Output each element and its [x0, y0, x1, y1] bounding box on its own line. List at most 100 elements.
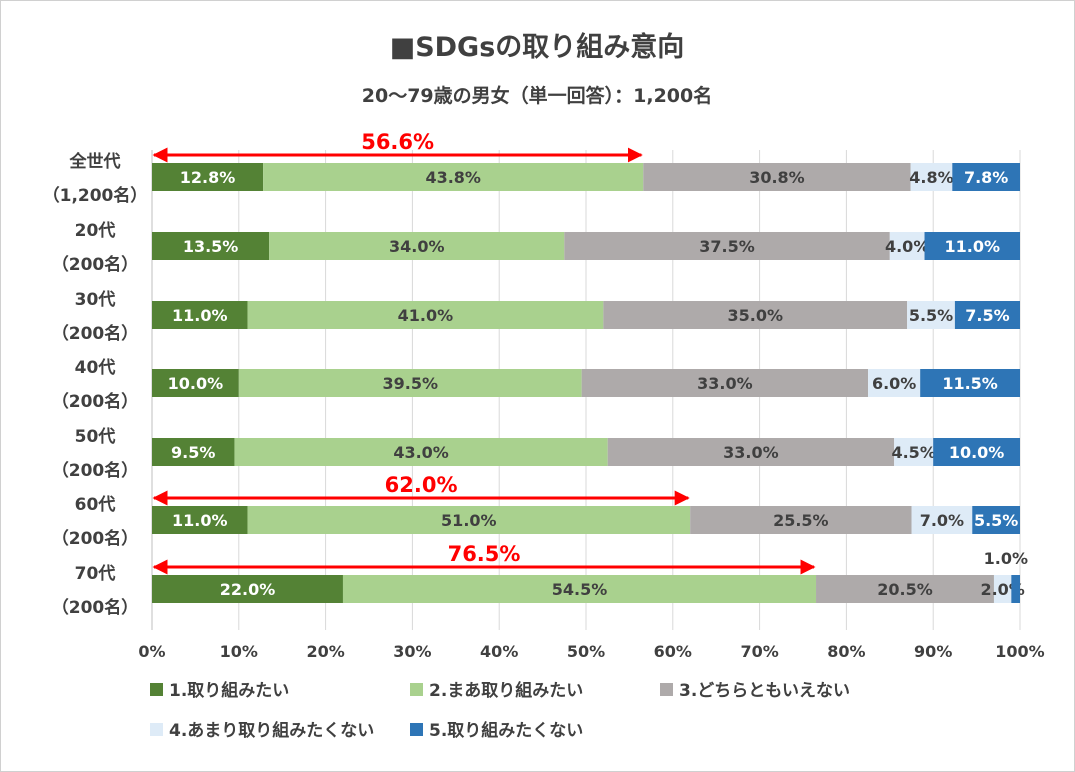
category-label: 30代: [75, 289, 116, 310]
bar-segment: [868, 369, 921, 397]
category-label-count: （200名）: [52, 391, 139, 412]
category-label-count: （200名）: [52, 597, 139, 618]
bar-segment: [152, 301, 248, 329]
category-label: 40代: [75, 357, 116, 378]
bar-segment: [993, 575, 1012, 603]
legend-swatch: [150, 683, 163, 696]
bar-segment: [152, 575, 343, 603]
data-label: 34.0%: [389, 237, 445, 256]
category-label: 60代: [75, 494, 116, 515]
bar-segment: [952, 163, 1020, 191]
data-label: 10.0%: [949, 443, 1005, 462]
bar-segment: [564, 232, 890, 260]
bar-segment: [911, 506, 973, 534]
data-label: 5.5%: [974, 511, 1018, 530]
bar-segment: [894, 438, 934, 466]
bar-segment: [907, 301, 955, 329]
bar-segment: [152, 506, 248, 534]
annotation-label: 56.6%: [361, 130, 434, 154]
data-label: 6.0%: [872, 374, 916, 393]
legend-label: 1.取り組みたい: [169, 680, 289, 701]
category-label-count: （200名）: [52, 254, 139, 275]
bar-segment: [247, 301, 604, 329]
data-label: 51.0%: [441, 511, 497, 530]
bar-segment: [690, 506, 912, 534]
category-label-count: （1,200名）: [43, 185, 148, 206]
data-label: 22.0%: [220, 580, 276, 599]
legend-label: 4.あまり取り組みたくない: [169, 720, 374, 741]
bar-segment: [269, 232, 565, 260]
data-label: 13.5%: [183, 237, 239, 256]
legend-label: 5.取り組みたくない: [429, 720, 583, 741]
legend-swatch: [410, 723, 423, 736]
data-label: 11.5%: [942, 374, 998, 393]
bar-segment: [972, 506, 1020, 534]
legend-swatch: [660, 683, 673, 696]
data-label: 10.0%: [168, 374, 224, 393]
chart-title: ■SDGsの取り組み意向: [390, 31, 685, 63]
bar-segment: [933, 438, 1020, 466]
bar-segment: [342, 575, 817, 603]
bar-segment: [889, 232, 925, 260]
x-tick-label: 80%: [827, 642, 865, 661]
data-label: 11.0%: [945, 237, 1001, 256]
data-label: 54.5%: [552, 580, 608, 599]
data-label: 39.5%: [382, 374, 438, 393]
bar-segment: [816, 575, 994, 603]
legend-label: 2.まあ取り組みたい: [429, 680, 583, 701]
data-label: 43.0%: [393, 443, 449, 462]
data-label: 43.8%: [425, 168, 481, 187]
data-label: 9.5%: [171, 443, 215, 462]
bar-segment: [954, 301, 1020, 329]
data-label: 30.8%: [749, 168, 805, 187]
bar-segment: [152, 163, 264, 191]
annotation-label: 62.0%: [385, 473, 458, 497]
data-label: 7.5%: [965, 306, 1009, 325]
category-label-count: （200名）: [52, 528, 139, 549]
x-tick-label: 40%: [480, 642, 518, 661]
bar-segment: [643, 163, 911, 191]
bar-segment: [1011, 575, 1020, 603]
data-label: 4.5%: [891, 443, 935, 462]
data-label: 1.0%: [984, 549, 1028, 568]
annotation-label: 76.5%: [448, 542, 521, 566]
category-label-count: （200名）: [52, 323, 139, 344]
data-label: 11.0%: [172, 306, 228, 325]
x-tick-label: 10%: [220, 642, 258, 661]
x-tick-label: 20%: [306, 642, 344, 661]
x-tick-label: 90%: [914, 642, 952, 661]
chart-subtitle: 20～79歳の男女（単一回答）：1,200名: [362, 84, 712, 107]
data-label: 41.0%: [398, 306, 454, 325]
data-label: 7.8%: [964, 168, 1008, 187]
bar-segment: [607, 438, 895, 466]
category-label: 50代: [75, 426, 116, 447]
data-label: 4.0%: [885, 237, 929, 256]
bar-segment: [910, 163, 953, 191]
bar-segment: [920, 369, 1020, 397]
bar-segment: [247, 506, 691, 534]
x-tick-label: 100%: [995, 642, 1044, 661]
data-label: 4.8%: [909, 168, 953, 187]
category-label: 70代: [75, 563, 116, 584]
data-label: 33.0%: [723, 443, 779, 462]
data-label: 37.5%: [699, 237, 755, 256]
data-label: 35.0%: [728, 306, 784, 325]
data-label: 12.8%: [180, 168, 236, 187]
data-label: 33.0%: [697, 374, 753, 393]
bar-segment: [152, 438, 235, 466]
data-label: 20.5%: [877, 580, 933, 599]
category-label: 全世代: [69, 151, 121, 172]
bar-segment: [238, 369, 582, 397]
bar-segment: [581, 369, 869, 397]
legend-label: 3.どちらともいえない: [679, 681, 850, 701]
x-tick-label: 0%: [138, 642, 165, 661]
data-label: 5.5%: [909, 306, 953, 325]
data-label: 7.0%: [920, 511, 964, 530]
bar-segment: [263, 163, 644, 191]
data-label: 25.5%: [773, 511, 829, 530]
category-label: 20代: [75, 220, 116, 241]
bar-segment: [234, 438, 608, 466]
x-tick-label: 70%: [740, 642, 778, 661]
bar-segment: [152, 369, 239, 397]
